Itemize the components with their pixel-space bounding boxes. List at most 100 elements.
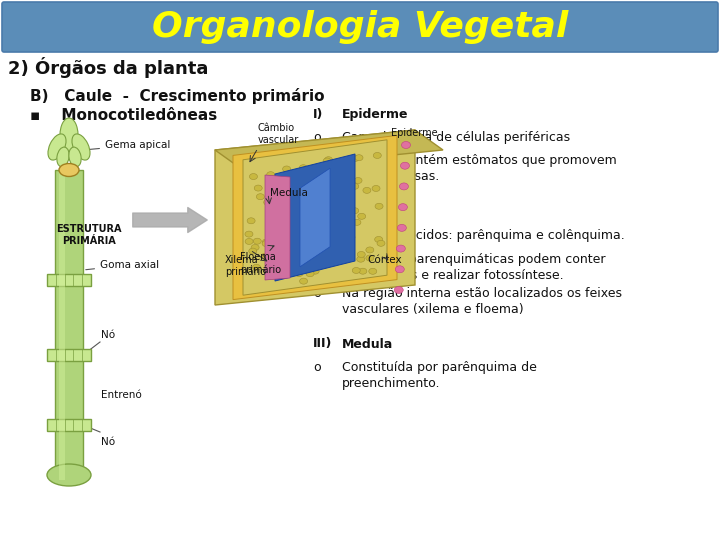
Text: ▪    Monocotiledôneas: ▪ Monocotiledôneas — [30, 107, 217, 123]
Ellipse shape — [357, 252, 365, 258]
Polygon shape — [47, 349, 91, 361]
Ellipse shape — [300, 225, 309, 231]
Ellipse shape — [57, 147, 69, 167]
Ellipse shape — [280, 218, 288, 224]
Ellipse shape — [254, 185, 262, 191]
Ellipse shape — [356, 256, 365, 262]
Polygon shape — [215, 130, 415, 305]
Ellipse shape — [302, 187, 311, 193]
Ellipse shape — [247, 218, 255, 224]
Ellipse shape — [48, 134, 66, 160]
Ellipse shape — [355, 154, 363, 161]
Ellipse shape — [303, 188, 311, 194]
Text: Medula: Medula — [342, 338, 393, 350]
Ellipse shape — [295, 271, 303, 276]
Ellipse shape — [325, 157, 333, 163]
Polygon shape — [275, 154, 355, 281]
Polygon shape — [243, 140, 387, 295]
Text: Camada única de células periféricas: Camada única de células periféricas — [342, 131, 570, 144]
Ellipse shape — [395, 287, 403, 294]
Ellipse shape — [366, 255, 374, 261]
Ellipse shape — [283, 166, 291, 172]
Ellipse shape — [273, 224, 281, 231]
Ellipse shape — [264, 199, 271, 205]
FancyArrowPatch shape — [132, 207, 207, 233]
Ellipse shape — [69, 147, 81, 167]
Ellipse shape — [354, 178, 362, 184]
Ellipse shape — [262, 240, 270, 247]
Polygon shape — [233, 136, 397, 300]
Ellipse shape — [262, 239, 270, 245]
Ellipse shape — [363, 187, 371, 193]
Text: I): I) — [313, 108, 323, 121]
Ellipse shape — [329, 210, 337, 216]
Ellipse shape — [306, 271, 314, 276]
Text: o: o — [313, 361, 321, 374]
Ellipse shape — [333, 217, 342, 222]
Ellipse shape — [287, 242, 295, 248]
Ellipse shape — [325, 185, 333, 191]
Ellipse shape — [366, 247, 374, 253]
Ellipse shape — [398, 204, 408, 211]
Text: Goma axial: Goma axial — [86, 260, 159, 270]
Ellipse shape — [351, 183, 359, 190]
Text: Possui os tecidos: parênquima e colênquima.: Possui os tecidos: parênquima e colênqui… — [342, 230, 625, 242]
Ellipse shape — [359, 268, 366, 274]
Ellipse shape — [318, 256, 325, 262]
Ellipse shape — [338, 221, 346, 227]
Text: o: o — [313, 230, 321, 242]
FancyBboxPatch shape — [2, 2, 718, 52]
Text: Entrenó: Entrenó — [101, 390, 142, 400]
Ellipse shape — [249, 248, 257, 254]
Text: Medula: Medula — [270, 187, 308, 198]
Text: Córtex: Córtex — [342, 206, 388, 219]
Text: Floema
primário: Floema primário — [240, 253, 281, 275]
Ellipse shape — [369, 268, 377, 274]
Ellipse shape — [266, 172, 274, 178]
Text: o: o — [313, 154, 321, 167]
Text: Constituída por parênquima de
preenchimento.: Constituída por parênquima de preenchime… — [342, 361, 537, 390]
Ellipse shape — [266, 184, 275, 190]
Ellipse shape — [323, 158, 331, 164]
Ellipse shape — [400, 162, 410, 169]
Ellipse shape — [352, 267, 360, 273]
Ellipse shape — [353, 219, 361, 225]
Text: Epiderme: Epiderme — [342, 108, 408, 121]
Ellipse shape — [335, 174, 343, 180]
Ellipse shape — [374, 237, 382, 242]
Ellipse shape — [271, 220, 279, 226]
Text: Gema apical: Gema apical — [86, 140, 171, 150]
Ellipse shape — [281, 220, 289, 227]
Ellipse shape — [351, 156, 359, 161]
Ellipse shape — [285, 222, 293, 228]
Ellipse shape — [304, 181, 312, 187]
Ellipse shape — [323, 246, 331, 253]
Polygon shape — [59, 170, 65, 480]
Ellipse shape — [395, 266, 405, 273]
Ellipse shape — [358, 213, 366, 219]
Text: Na região interna estão localizados os feixes
vasculares (xilema e floema): Na região interna estão localizados os f… — [342, 287, 622, 316]
Ellipse shape — [293, 174, 301, 180]
Polygon shape — [47, 274, 91, 286]
Text: III): III) — [313, 338, 333, 350]
Text: Organologia Vegetal: Organologia Vegetal — [152, 10, 568, 44]
Ellipse shape — [372, 185, 380, 192]
Ellipse shape — [47, 464, 91, 486]
Text: 2) Órgãos da planta: 2) Órgãos da planta — [8, 57, 208, 78]
Ellipse shape — [266, 230, 274, 235]
Ellipse shape — [400, 183, 408, 190]
Text: Nó: Nó — [101, 437, 115, 447]
Text: Nó: Nó — [101, 330, 115, 340]
Ellipse shape — [373, 152, 382, 158]
Text: Xilema
primário: Xilema primário — [225, 255, 266, 277]
Ellipse shape — [268, 188, 276, 194]
Ellipse shape — [402, 141, 410, 149]
Ellipse shape — [300, 278, 307, 284]
Ellipse shape — [274, 209, 282, 215]
Text: o: o — [313, 131, 321, 144]
Ellipse shape — [275, 212, 283, 218]
Ellipse shape — [343, 213, 351, 219]
Polygon shape — [300, 168, 330, 267]
Ellipse shape — [253, 238, 261, 244]
Ellipse shape — [245, 239, 253, 245]
